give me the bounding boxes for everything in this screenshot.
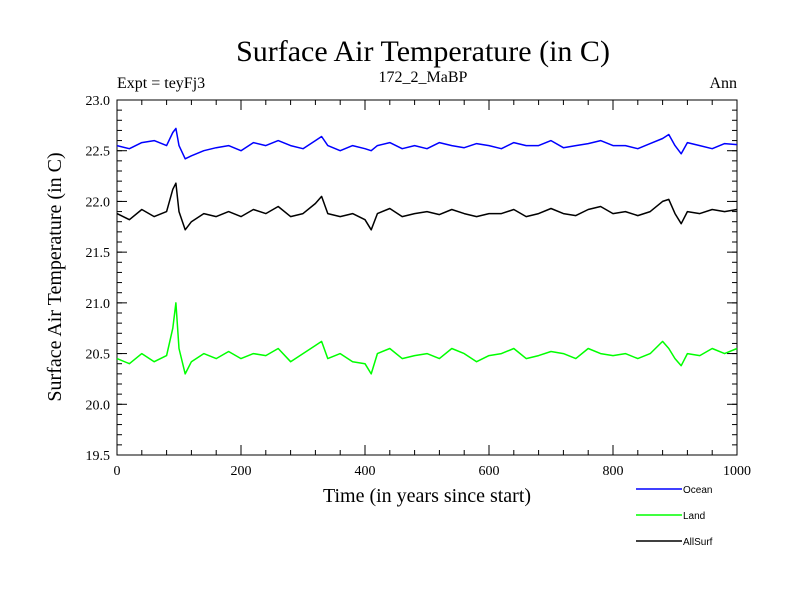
- series-line-allsurf: [116, 182, 738, 231]
- y-tick-label: 21.0: [86, 297, 111, 312]
- x-tick-label: 200: [231, 464, 252, 479]
- y-tick-label: 22.5: [86, 145, 111, 160]
- y-tick-label: 20.5: [86, 348, 111, 363]
- x-axis-title: Time (in years since start): [323, 485, 531, 507]
- y-tick-label: 20.0: [86, 398, 111, 413]
- y-tick-label: 22.0: [86, 195, 111, 210]
- chart-title: Surface Air Temperature (in C): [236, 35, 610, 68]
- series-lines: [116, 127, 738, 375]
- x-tick-label: 800: [603, 464, 624, 479]
- y-tick-label: 21.5: [86, 246, 111, 261]
- legend-label-allsurf: AllSurf: [683, 537, 713, 548]
- series-line-land: [116, 302, 738, 375]
- chart-subtitle: 172_2_MaBP: [379, 69, 468, 86]
- x-tick-label: 0: [114, 464, 121, 479]
- legend: Ocean Land AllSurf: [636, 485, 713, 548]
- y-axis: 19.5 20.0 20.5 21.0 21.5 22.0 22.5 23.0: [86, 94, 737, 464]
- experiment-label: Expt = teyFj3: [117, 75, 205, 92]
- y-tick-label: 23.0: [86, 94, 111, 109]
- x-tick-label: 1000: [723, 464, 751, 479]
- series-line-ocean: [116, 127, 738, 160]
- x-axis: 0 200 400 600 800 1000: [114, 100, 751, 479]
- legend-label-land: Land: [683, 511, 705, 522]
- plot-frame: [116, 99, 738, 456]
- x-tick-label: 400: [355, 464, 376, 479]
- y-tick-label: 19.5: [86, 449, 111, 464]
- x-tick-label: 600: [479, 464, 500, 479]
- y-axis-title: Surface Air Temperature (in C): [44, 152, 66, 401]
- legend-label-ocean: Ocean: [683, 485, 712, 496]
- period-label: Ann: [709, 75, 737, 92]
